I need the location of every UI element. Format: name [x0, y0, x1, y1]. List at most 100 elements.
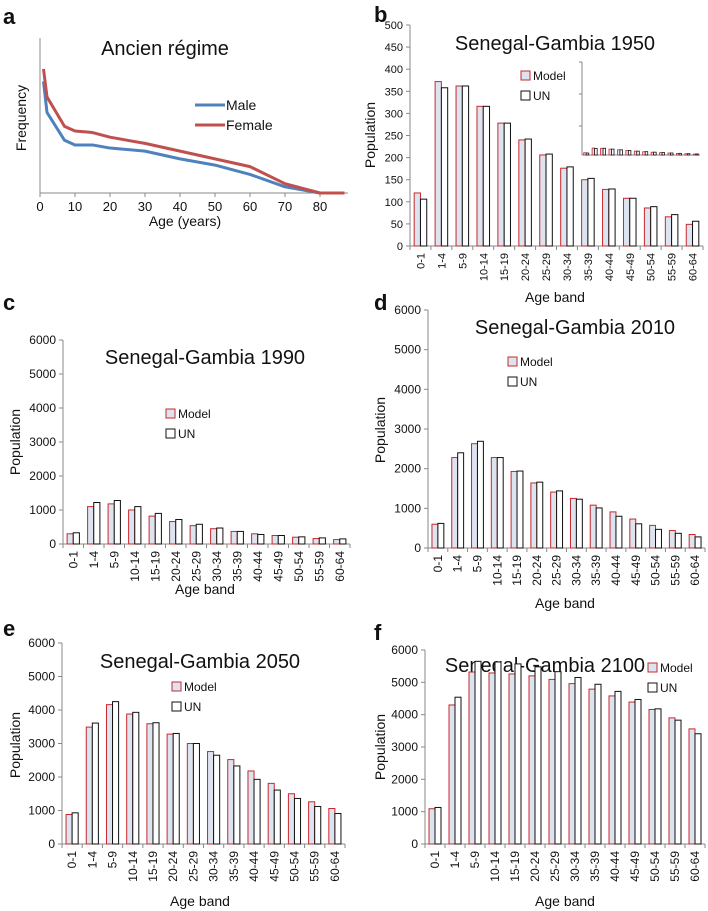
bar-un — [192, 743, 200, 845]
bar-un — [496, 457, 504, 549]
x-axis-label: Age (years) — [149, 213, 221, 229]
x-tick-label: 15-19 — [510, 555, 524, 586]
legend-label: Model — [184, 680, 217, 694]
x-tick-label: 10 — [68, 199, 82, 214]
x-axis-label: Age band — [535, 893, 595, 909]
legend-swatch-model — [171, 681, 182, 692]
x-tick-label: 55-59 — [312, 551, 326, 582]
x-tick-label: 50-54 — [287, 851, 301, 882]
y-tick-label: 1000 — [391, 805, 418, 819]
x-tick-label: 20-24 — [520, 253, 532, 281]
panel-c: c Senegal-Gambia 1990 Population Age band 0 1… — [3, 290, 351, 597]
bar-un — [298, 536, 306, 545]
x-tick-label: 70 — [278, 199, 292, 214]
inset-bar-un — [585, 152, 590, 156]
y-tick-label: 1000 — [28, 804, 55, 818]
panel-letter: a — [3, 4, 16, 29]
x-tick-label: 30-34 — [569, 555, 583, 586]
bar-model — [668, 717, 676, 845]
y-axis-label: Population — [7, 409, 23, 475]
legend-swatch-model — [647, 662, 658, 673]
inset-bar-un — [678, 152, 682, 156]
x-tick-label: 25-29 — [189, 551, 203, 582]
inset-bar-un — [619, 149, 623, 156]
y-tick-label: 0 — [397, 241, 403, 253]
bar-un — [277, 535, 285, 545]
bar-model — [312, 538, 320, 545]
x-tick-label: 1-4 — [87, 551, 101, 569]
y-axis-label: Population — [7, 712, 23, 778]
y-tick-label: 6000 — [394, 303, 421, 317]
bar-model — [649, 524, 657, 549]
y-tick-label: 2000 — [391, 772, 418, 786]
x-tick-label: 5-9 — [470, 555, 484, 573]
bar-un — [635, 523, 643, 549]
bar-un — [534, 666, 542, 845]
x-tick-label: 30-34 — [568, 851, 582, 882]
legend-swatch-un — [507, 376, 518, 387]
chart-title: Ancien régime — [101, 38, 229, 60]
x-tick-label: 1-4 — [85, 851, 99, 869]
x-tick-label: 0 — [36, 199, 43, 214]
bar-model — [622, 197, 631, 247]
bar-model — [488, 672, 496, 845]
x-tick-label: 10-14 — [126, 851, 140, 882]
bar-model — [428, 808, 436, 845]
bar-model — [87, 506, 95, 545]
x-axis-label: Age band — [170, 893, 230, 909]
bar-model — [668, 530, 676, 549]
bar-un — [419, 198, 428, 247]
legend-swatch-model — [507, 356, 518, 367]
inset-bar-un — [670, 152, 674, 156]
bar-model — [107, 503, 115, 545]
bar-un — [694, 536, 702, 549]
bar-model — [227, 759, 235, 845]
y-tick-label: 3000 — [28, 737, 55, 751]
x-tick-label: 40-44 — [251, 551, 265, 582]
x-tick-label: 0-1 — [431, 555, 445, 573]
y-tick-label: 200 — [385, 153, 403, 165]
y-tick-label: 450 — [385, 42, 403, 54]
y-tick-label: 100 — [385, 197, 403, 209]
y-tick-label: 50 — [391, 219, 403, 231]
x-tick-label: 0-1 — [428, 851, 442, 869]
bar-un — [474, 660, 482, 845]
x-tick-label: 50-54 — [646, 253, 658, 281]
x-tick-label: 40-44 — [604, 253, 616, 281]
bar-un — [293, 797, 302, 845]
bar-un — [440, 87, 449, 247]
bar-un — [454, 696, 462, 845]
bar-model — [105, 704, 114, 845]
x-tick-label: 35-39 — [589, 555, 603, 586]
bar-un — [494, 661, 502, 845]
panel-b: b Senegal-Gambia 1950 Population Age band 0 5… — [362, 2, 704, 305]
panel-letter: b — [374, 2, 387, 27]
y-tick-label: 5000 — [394, 343, 421, 357]
bar-un — [694, 733, 702, 845]
inset-chart — [579, 61, 700, 156]
y-tick-label: 3000 — [29, 435, 56, 449]
x-tick-label: 60-64 — [333, 551, 347, 582]
chart-title: Senegal-Gambia 1990 — [105, 347, 305, 369]
x-tick-label: 30 — [138, 199, 152, 214]
x-tick-label: 40 — [173, 199, 187, 214]
bar-model — [126, 713, 134, 845]
bar-model — [251, 533, 259, 545]
legend-label: UN — [178, 427, 195, 441]
bar-model — [271, 535, 279, 545]
y-tick-label: 4000 — [391, 708, 418, 722]
bar-un — [318, 537, 326, 545]
bar-un — [132, 711, 140, 845]
y-tick-label: 0 — [48, 837, 55, 851]
y-axis-label: Population — [372, 397, 388, 463]
legend-label: UN — [184, 700, 201, 714]
y-axis-label: Population — [372, 714, 388, 780]
bar-model — [528, 675, 536, 845]
x-tick-label: 40-44 — [247, 851, 261, 882]
x-tick-label: 55-59 — [668, 851, 682, 882]
x-tick-label: 1-4 — [436, 253, 448, 269]
bar-un — [172, 732, 180, 845]
x-tick-label: 60-64 — [688, 555, 702, 586]
bar-model — [186, 743, 194, 845]
bar-un — [514, 663, 522, 845]
